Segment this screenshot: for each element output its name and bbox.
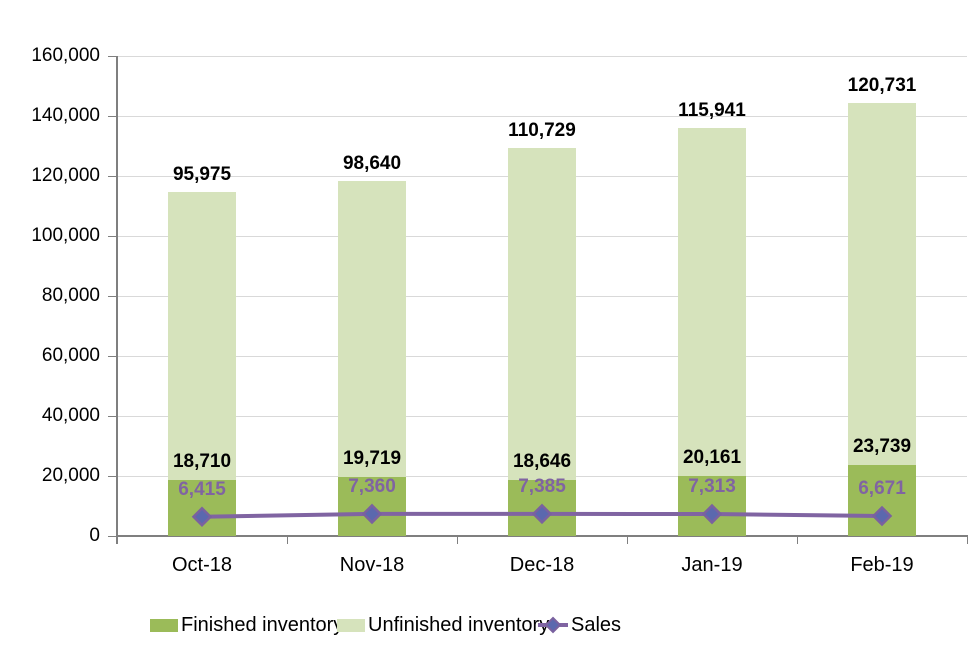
y-axis-tick <box>108 536 117 537</box>
legend-label-finished-inventory: Finished inventory <box>181 614 344 636</box>
y-axis-tick-label: 120,000 <box>31 165 100 186</box>
finished-value-label: 20,161 <box>682 447 742 468</box>
x-category-label: Oct-18 <box>171 554 233 576</box>
y-axis-tick <box>108 116 117 117</box>
bar-segment-unfinished <box>338 180 406 477</box>
finished-value-label: 23,739 <box>852 436 912 457</box>
horizontal-gridline <box>118 56 967 57</box>
bar-segment-unfinished <box>508 147 576 481</box>
sales-value-label: 6,415 <box>178 479 226 500</box>
x-axis-tick <box>287 536 288 544</box>
sales-value-label: 7,385 <box>518 476 566 497</box>
y-axis-tick-label: 80,000 <box>41 285 100 306</box>
y-axis-tick <box>108 416 117 417</box>
y-axis-tick <box>108 176 117 177</box>
total-bar-value-label: 98,640 <box>342 153 402 174</box>
x-category-label: Dec-18 <box>509 554 575 576</box>
y-axis-line <box>116 56 118 544</box>
x-category-label: Nov-18 <box>339 554 405 576</box>
x-category-label: Jan-19 <box>681 554 743 576</box>
sales-value-label: 7,360 <box>348 476 396 497</box>
y-axis-tick-label: 100,000 <box>31 225 100 246</box>
legend-swatch-unfinished <box>337 619 365 632</box>
total-bar-value-label: 95,975 <box>172 164 232 185</box>
y-axis-tick-label: 60,000 <box>41 345 100 366</box>
bar-segment-unfinished <box>168 191 236 480</box>
legend-label-unfinished-inventory: Unfinished inventory <box>368 614 550 636</box>
total-bar-value-label: 110,729 <box>508 120 576 141</box>
y-axis-tick <box>108 296 117 297</box>
x-axis-tick <box>117 536 118 544</box>
x-axis-tick <box>797 536 798 544</box>
y-axis-tick <box>108 56 117 57</box>
y-axis-tick-label: 40,000 <box>41 405 100 426</box>
total-bar-value-label: 115,941 <box>678 100 746 121</box>
y-axis-tick-label: 140,000 <box>31 105 100 126</box>
legend-sales-line-sample <box>538 623 568 627</box>
legend-swatch-finished <box>150 619 178 632</box>
y-axis-tick-label: 20,000 <box>41 465 100 486</box>
x-axis-tick <box>967 536 968 544</box>
y-axis-tick-label: 0 <box>89 525 100 546</box>
sales-value-label: 7,313 <box>688 476 736 497</box>
y-axis-tick <box>108 476 117 477</box>
x-axis-tick <box>627 536 628 544</box>
x-category-label: Feb-19 <box>850 554 914 576</box>
finished-value-label: 18,646 <box>512 451 572 472</box>
y-axis-tick-label: 160,000 <box>31 45 100 66</box>
bar-segment-unfinished <box>678 127 746 476</box>
total-bar-value-label: 120,731 <box>847 75 917 96</box>
finished-value-label: 19,719 <box>342 448 402 469</box>
legend-label-sales: Sales <box>571 614 622 636</box>
horizontal-gridline <box>118 116 967 117</box>
x-axis-tick <box>457 536 458 544</box>
sales-value-label: 6,671 <box>858 478 906 499</box>
bar-segment-unfinished <box>848 102 916 465</box>
finished-value-label: 18,710 <box>172 451 232 472</box>
y-axis-tick <box>108 236 117 237</box>
y-axis-tick <box>108 356 117 357</box>
bar-segment-finished <box>848 464 916 536</box>
